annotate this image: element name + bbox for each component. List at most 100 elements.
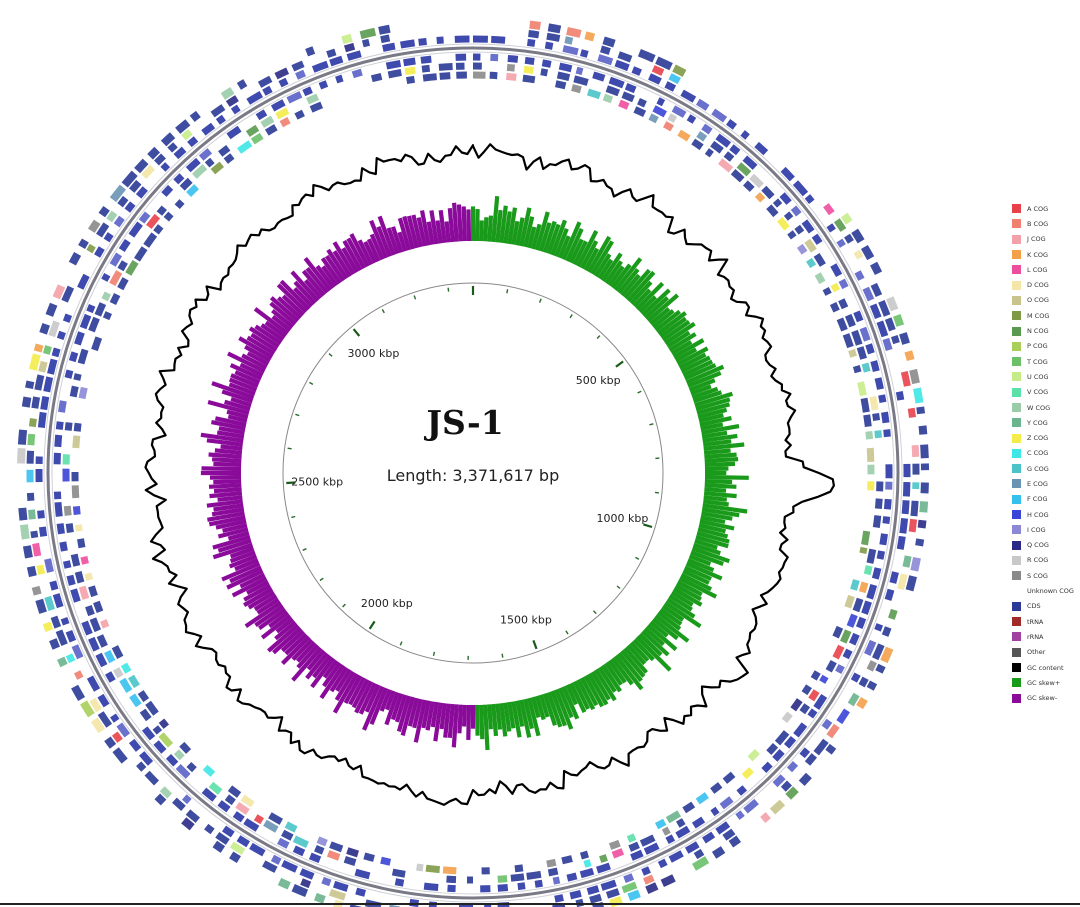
- legend-swatch: [1012, 571, 1021, 581]
- legend-swatch: [1012, 555, 1021, 565]
- legend-label: B COG: [1027, 219, 1049, 228]
- legend-swatch: [1012, 250, 1021, 260]
- gc-content-track: [144, 143, 835, 806]
- legend-label: D COG: [1027, 281, 1049, 290]
- legend-label: U COG: [1027, 372, 1049, 381]
- legend-swatch: [1012, 525, 1021, 535]
- legend-label: M COG: [1027, 311, 1050, 320]
- genome-length: Length: 3,371,617 bp: [387, 466, 560, 485]
- legend-label: I COG: [1027, 525, 1046, 534]
- legend-swatch: [1012, 219, 1021, 229]
- legend-item: GC skew-: [1012, 691, 1080, 706]
- legend-item: B COG: [1012, 216, 1080, 231]
- legend-item: CDS: [1012, 599, 1080, 614]
- legend-swatch: [1012, 280, 1021, 290]
- legend-swatch: [1012, 540, 1021, 550]
- legend-label: V COG: [1027, 388, 1049, 397]
- legend-item: L COG: [1012, 262, 1080, 277]
- legend-label: tRNA: [1027, 617, 1044, 626]
- legend-swatch: [1012, 586, 1021, 596]
- legend-label: R COG: [1027, 556, 1049, 565]
- legend-item: P COG: [1012, 339, 1080, 354]
- legend-item: GC skew+: [1012, 675, 1080, 690]
- legend-label: Y COG: [1027, 418, 1048, 427]
- legend-item: rRNA: [1012, 629, 1080, 644]
- legend-item: Other: [1012, 645, 1080, 660]
- legend-label: N COG: [1027, 327, 1049, 336]
- legend-item: Z COG: [1012, 430, 1080, 445]
- legend-label: O COG: [1027, 296, 1049, 305]
- legend-label: Unknown COG: [1027, 587, 1074, 596]
- legend-swatch: [1012, 372, 1021, 382]
- legend-label: GC skew-: [1027, 694, 1058, 703]
- legend-item: I COG: [1012, 522, 1080, 537]
- legend-item: J COG: [1012, 232, 1080, 247]
- legend-label: S COG: [1027, 571, 1048, 580]
- legend-swatch: [1012, 387, 1021, 397]
- cog-legend: A COG B COG J COG K COG L COG D COG O COG M COG…: [1012, 201, 1080, 706]
- legend-swatch: [1012, 632, 1021, 642]
- legend-swatch: [1012, 693, 1021, 703]
- legend-label: W COG: [1027, 403, 1051, 412]
- legend-item: G COG: [1012, 461, 1080, 476]
- legend-label: F COG: [1027, 495, 1048, 504]
- legend-label: rRNA: [1027, 632, 1044, 641]
- legend-swatch: [1012, 433, 1021, 443]
- legend-item: K COG: [1012, 247, 1080, 262]
- legend-label: P COG: [1027, 342, 1048, 351]
- scale-label: 1000 kbp: [596, 512, 648, 525]
- legend-item: F COG: [1012, 492, 1080, 507]
- legend-label: T COG: [1027, 357, 1048, 366]
- legend-swatch: [1012, 448, 1021, 458]
- legend-swatch: [1012, 341, 1021, 351]
- legend-swatch: [1012, 510, 1021, 520]
- legend-item: A COG: [1012, 201, 1080, 216]
- legend-label: J COG: [1027, 235, 1046, 244]
- legend-item: H COG: [1012, 507, 1080, 522]
- legend-swatch: [1012, 234, 1021, 244]
- legend-item: M COG: [1012, 308, 1080, 323]
- legend-swatch: [1012, 663, 1021, 673]
- legend-label: A COG: [1027, 204, 1049, 213]
- legend-label: CDS: [1027, 602, 1041, 611]
- legend-item: tRNA: [1012, 614, 1080, 629]
- cog-feature-rings: [17, 20, 929, 907]
- divider: [0, 903, 1080, 905]
- legend-swatch: [1012, 265, 1021, 275]
- legend-label: GC content: [1027, 663, 1064, 672]
- legend-swatch: [1012, 326, 1021, 336]
- legend-item: W COG: [1012, 400, 1080, 415]
- legend-item: U COG: [1012, 369, 1080, 384]
- legend-item: T COG: [1012, 354, 1080, 369]
- legend-item: E COG: [1012, 476, 1080, 491]
- legend-label: Z COG: [1027, 434, 1049, 443]
- scale-label: 2000 kbp: [361, 597, 413, 610]
- legend-label: Q COG: [1027, 541, 1049, 550]
- legend-item: S COG: [1012, 568, 1080, 583]
- legend-swatch: [1012, 678, 1021, 688]
- gc-skew-track: [200, 196, 749, 751]
- legend-swatch: [1012, 494, 1021, 504]
- legend-item: C COG: [1012, 446, 1080, 461]
- legend-swatch: [1012, 601, 1021, 611]
- legend-item: GC content: [1012, 660, 1080, 675]
- legend-item: R COG: [1012, 553, 1080, 568]
- legend-swatch: [1012, 403, 1021, 412]
- kbp-scale-ring: 500 kbp 1000 kbp 1500 kbp 2000 kbp 2500 kbp 3…: [282, 282, 664, 664]
- scale-label: 500 kbp: [576, 374, 621, 387]
- legend-label: L COG: [1027, 265, 1048, 274]
- legend-swatch: [1012, 357, 1021, 367]
- scale-label: 1500 kbp: [500, 614, 552, 627]
- legend-item: V COG: [1012, 385, 1080, 400]
- legend-item: D COG: [1012, 277, 1080, 292]
- legend-label: C COG: [1027, 449, 1049, 458]
- legend-item: Y COG: [1012, 415, 1080, 430]
- legend-swatch: [1012, 418, 1021, 428]
- legend-label: Other: [1027, 648, 1046, 657]
- legend-label: H COG: [1027, 510, 1049, 519]
- legend-swatch: [1012, 464, 1021, 474]
- cds-backbone: [43, 43, 903, 903]
- legend-label: G COG: [1027, 464, 1049, 473]
- legend-label: E COG: [1027, 479, 1048, 488]
